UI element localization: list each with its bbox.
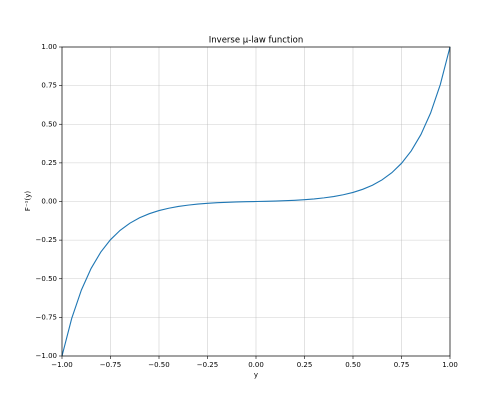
y-tick-label: 0.50 xyxy=(41,120,57,128)
x-tick-label: 0.75 xyxy=(394,361,410,369)
x-tick-label: 0.25 xyxy=(297,361,313,369)
x-tick-label: −0.50 xyxy=(148,361,169,369)
x-tick-label: −0.75 xyxy=(100,361,121,369)
x-tick-label: −0.25 xyxy=(197,361,218,369)
y-tick-label: −0.75 xyxy=(36,313,57,321)
x-tick-label: 1.00 xyxy=(442,361,458,369)
y-tick-label: −0.50 xyxy=(36,275,57,283)
y-tick-label: −1.00 xyxy=(36,352,57,360)
y-tick-label: 0.75 xyxy=(41,82,57,90)
chart-title: Inverse μ-law function xyxy=(209,36,303,46)
x-tick-label: −1.00 xyxy=(51,361,72,369)
y-tick-label: 0.25 xyxy=(41,159,57,167)
x-tick-label: 0.50 xyxy=(345,361,361,369)
y-tick-label: 1.00 xyxy=(41,43,57,51)
y-tick-label: 0.00 xyxy=(41,198,57,206)
plot-frame xyxy=(61,46,451,357)
line xyxy=(61,46,451,357)
x-axis-label: y xyxy=(254,371,258,379)
x-tick-label: 0.00 xyxy=(248,361,264,369)
y-axis-label: F⁻¹(y) xyxy=(24,191,32,211)
y-tick-label: −0.25 xyxy=(36,236,57,244)
